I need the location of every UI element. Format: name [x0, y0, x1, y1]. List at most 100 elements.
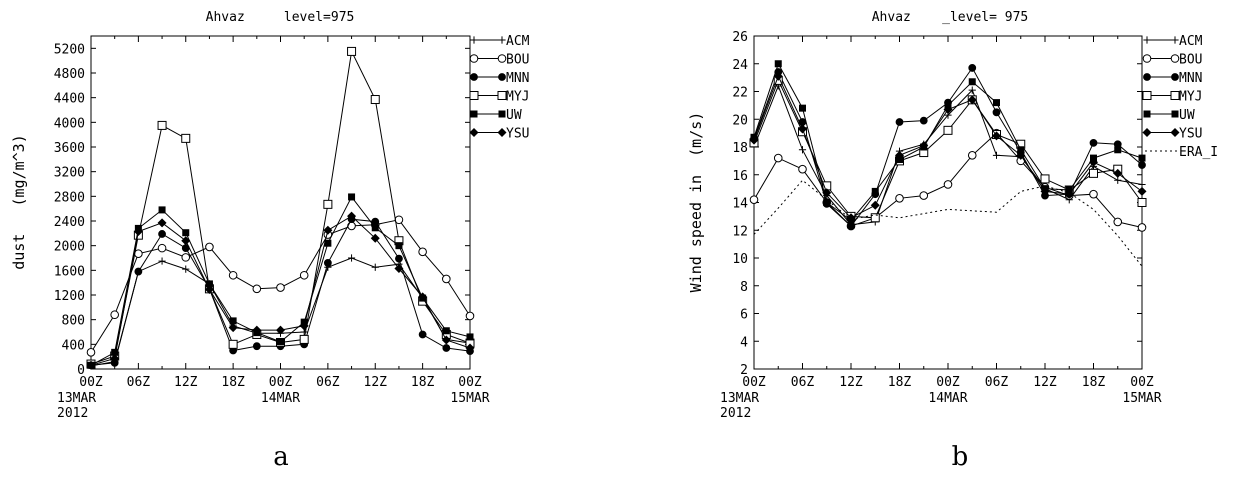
panel-a-title: Ahvaz level=975 — [206, 10, 355, 25]
data-point — [157, 243, 167, 253]
legend-marker — [1143, 110, 1151, 118]
legend-marker — [470, 73, 478, 81]
data-point — [1137, 186, 1147, 196]
panel-b-title: Ahvaz _level= 975 — [872, 10, 1029, 25]
data-point — [1089, 157, 1098, 167]
legend-marker — [1142, 91, 1152, 100]
data-point — [347, 46, 357, 56]
data-point — [228, 270, 238, 280]
x-tick-label: 06Z — [791, 375, 815, 390]
data-point — [465, 311, 475, 321]
panel-b-y-axis-label: Wind speed in (m/s) — [687, 112, 705, 293]
legend-label: BOU — [1179, 53, 1202, 68]
data-point — [157, 218, 167, 228]
legend-item-ysu: YSU — [469, 127, 529, 142]
y-tick-label: 4400 — [54, 92, 85, 107]
x-tick-label: 12Z — [364, 375, 388, 390]
y-tick-label: 2400 — [54, 215, 85, 230]
data-point — [205, 280, 213, 288]
data-point — [992, 131, 1001, 141]
x-date-label: 15MAR — [1122, 391, 1161, 406]
data-point — [228, 323, 238, 333]
y-tick-label: 20 — [732, 113, 748, 128]
data-point — [252, 342, 261, 351]
data-point — [1137, 198, 1147, 207]
data-point — [324, 239, 332, 247]
data-point — [86, 360, 96, 370]
x-tick-label: 00Z — [269, 375, 293, 390]
data-point — [182, 265, 190, 273]
legend-marker — [1142, 54, 1152, 63]
panel-b-legend: ACM BOU MNN MYJ UW YSU ERA_I — [1142, 34, 1218, 160]
data-point — [204, 284, 214, 294]
legend-item-mnn: MNN — [470, 71, 529, 86]
x-tick-label: 18Z — [411, 375, 435, 390]
data-point — [749, 135, 759, 145]
data-point — [919, 116, 928, 125]
data-point — [323, 199, 333, 209]
x-date-label: 14MAR — [261, 391, 300, 406]
legend-marker — [1171, 73, 1179, 81]
data-point — [1138, 180, 1146, 189]
data-point — [299, 270, 309, 280]
legend-marker — [1143, 73, 1151, 81]
series-era-i — [753, 179, 1143, 267]
y-tick-label: 26 — [732, 30, 748, 45]
panel-a-dust-chart: Ahvaz level=975 dust (mg/m^3) 0 400 800 120… — [10, 10, 530, 472]
x-tick-label: 12Z — [174, 375, 198, 390]
data-point — [919, 141, 929, 151]
panel-a-plot-frame — [90, 35, 471, 370]
legend-marker — [470, 110, 478, 118]
data-point — [442, 344, 451, 352]
legend-marker — [1171, 110, 1179, 118]
data-point — [1114, 176, 1122, 184]
data-point — [895, 118, 904, 126]
legend-marker — [1170, 91, 1180, 100]
y-tick-label: 14 — [732, 197, 748, 212]
legend-item-era-i: ERA_I — [1145, 145, 1218, 160]
data-point — [993, 99, 1000, 107]
y-tick-label: 1600 — [54, 264, 85, 279]
data-point — [773, 153, 783, 163]
y-tick-label: 4 — [740, 335, 748, 350]
y-tick-label: 4000 — [54, 116, 85, 131]
data-point — [228, 339, 238, 349]
data-point — [134, 267, 143, 276]
data-point — [182, 229, 190, 237]
x-date-label: 13MAR — [57, 391, 96, 406]
legend-label: MNN — [1179, 71, 1202, 86]
data-point — [1138, 154, 1146, 162]
data-point — [919, 191, 929, 200]
y-tick-label: 0 — [77, 363, 85, 378]
series-line — [753, 179, 1143, 267]
panel-a-legend: ACM BOU MNN MYJ UW YSU — [469, 34, 530, 142]
series-ysu — [749, 71, 1147, 223]
y-tick-label: 3600 — [54, 141, 85, 156]
data-point — [205, 242, 214, 252]
data-point — [111, 348, 119, 356]
y-tick-label: 6 — [740, 308, 748, 323]
data-point — [442, 327, 450, 335]
legend-label: YSU — [1179, 127, 1202, 142]
data-point — [418, 330, 427, 339]
data-point — [968, 86, 976, 94]
y-tick-label: 2000 — [54, 240, 85, 255]
panel-a-y-ticks: 0 400 800 1200 1600 2000 2400 2800 3200 3600 4000 4… — [54, 42, 470, 378]
panel-a-label: a — [273, 442, 289, 472]
panel-b-label: b — [952, 442, 969, 472]
y-tick-label: 24 — [732, 58, 748, 73]
legend-marker — [469, 128, 479, 137]
data-point — [992, 151, 1001, 159]
data-point — [1137, 223, 1147, 232]
legend-label: YSU — [506, 127, 529, 142]
data-point — [967, 95, 977, 105]
x-tick-label: 06Z — [985, 375, 1009, 390]
y-tick-label: 400 — [62, 338, 85, 353]
data-point — [394, 263, 404, 273]
x-tick-label: 18Z — [888, 375, 912, 390]
series-myj — [749, 75, 1147, 223]
x-date-label: 13MAR — [720, 391, 759, 406]
data-point — [822, 188, 832, 198]
x-tick-label: 12Z — [1033, 375, 1057, 390]
data-point — [871, 187, 879, 195]
